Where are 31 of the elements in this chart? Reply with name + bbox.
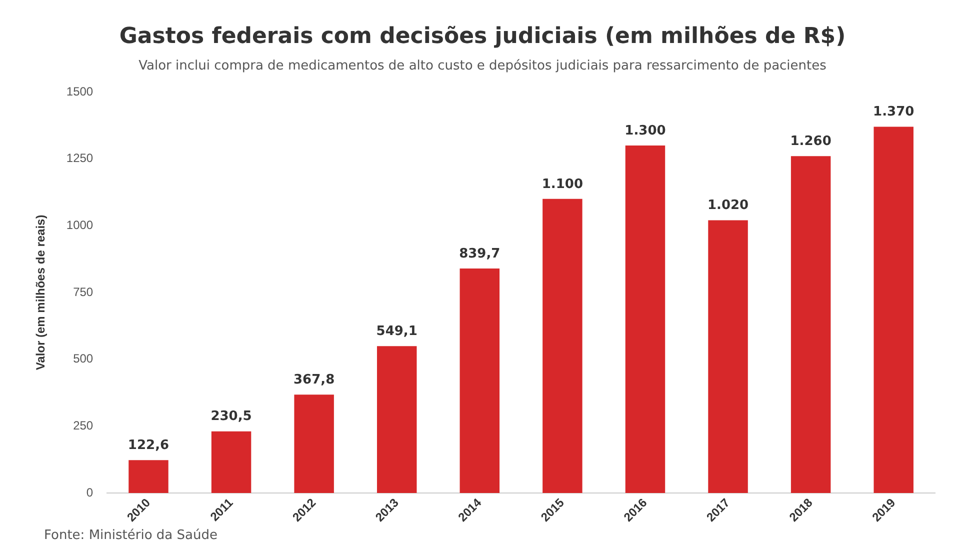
data-label: 1.260 bbox=[790, 134, 832, 150]
bar bbox=[128, 460, 168, 493]
data-label: 122,6 bbox=[128, 438, 170, 454]
bar bbox=[790, 156, 831, 493]
y-tick-label: 500 bbox=[73, 352, 94, 366]
bar bbox=[376, 346, 417, 493]
data-label: 230,5 bbox=[210, 409, 252, 424]
y-tick-label: 1250 bbox=[66, 151, 94, 166]
data-label: 1.100 bbox=[542, 176, 584, 192]
bar bbox=[542, 198, 582, 493]
data-label: 549,1 bbox=[376, 324, 418, 340]
y-tick-label: 1000 bbox=[66, 218, 94, 232]
chart-title: Gastos federais com decisões judiciais (em milhões de R$) bbox=[119, 24, 846, 49]
bar bbox=[294, 394, 334, 493]
y-axis-title: Valor (em milhões de reais) bbox=[34, 214, 48, 370]
bar bbox=[211, 431, 252, 493]
bar bbox=[708, 220, 748, 493]
y-tick-label: 750 bbox=[73, 284, 94, 299]
data-label: 839,7 bbox=[459, 246, 500, 262]
y-tick-label: 0 bbox=[86, 485, 94, 500]
y-tick-label: 250 bbox=[73, 418, 94, 432]
data-label: 1.300 bbox=[624, 123, 666, 138]
data-label: 367,8 bbox=[294, 372, 335, 388]
data-label: 1.370 bbox=[873, 104, 914, 120]
bar bbox=[874, 126, 914, 493]
source-note: Fonte: Ministério da Saúde bbox=[44, 528, 218, 543]
bar bbox=[460, 268, 500, 493]
chart-subtitle: Valor inclui compra de medicamentos de alto custo e depósitos judiciais para ressarcimento de pacientes bbox=[138, 58, 827, 74]
data-label: 1.020 bbox=[707, 198, 749, 214]
y-tick-label: 1500 bbox=[66, 84, 94, 98]
bar bbox=[625, 145, 666, 493]
